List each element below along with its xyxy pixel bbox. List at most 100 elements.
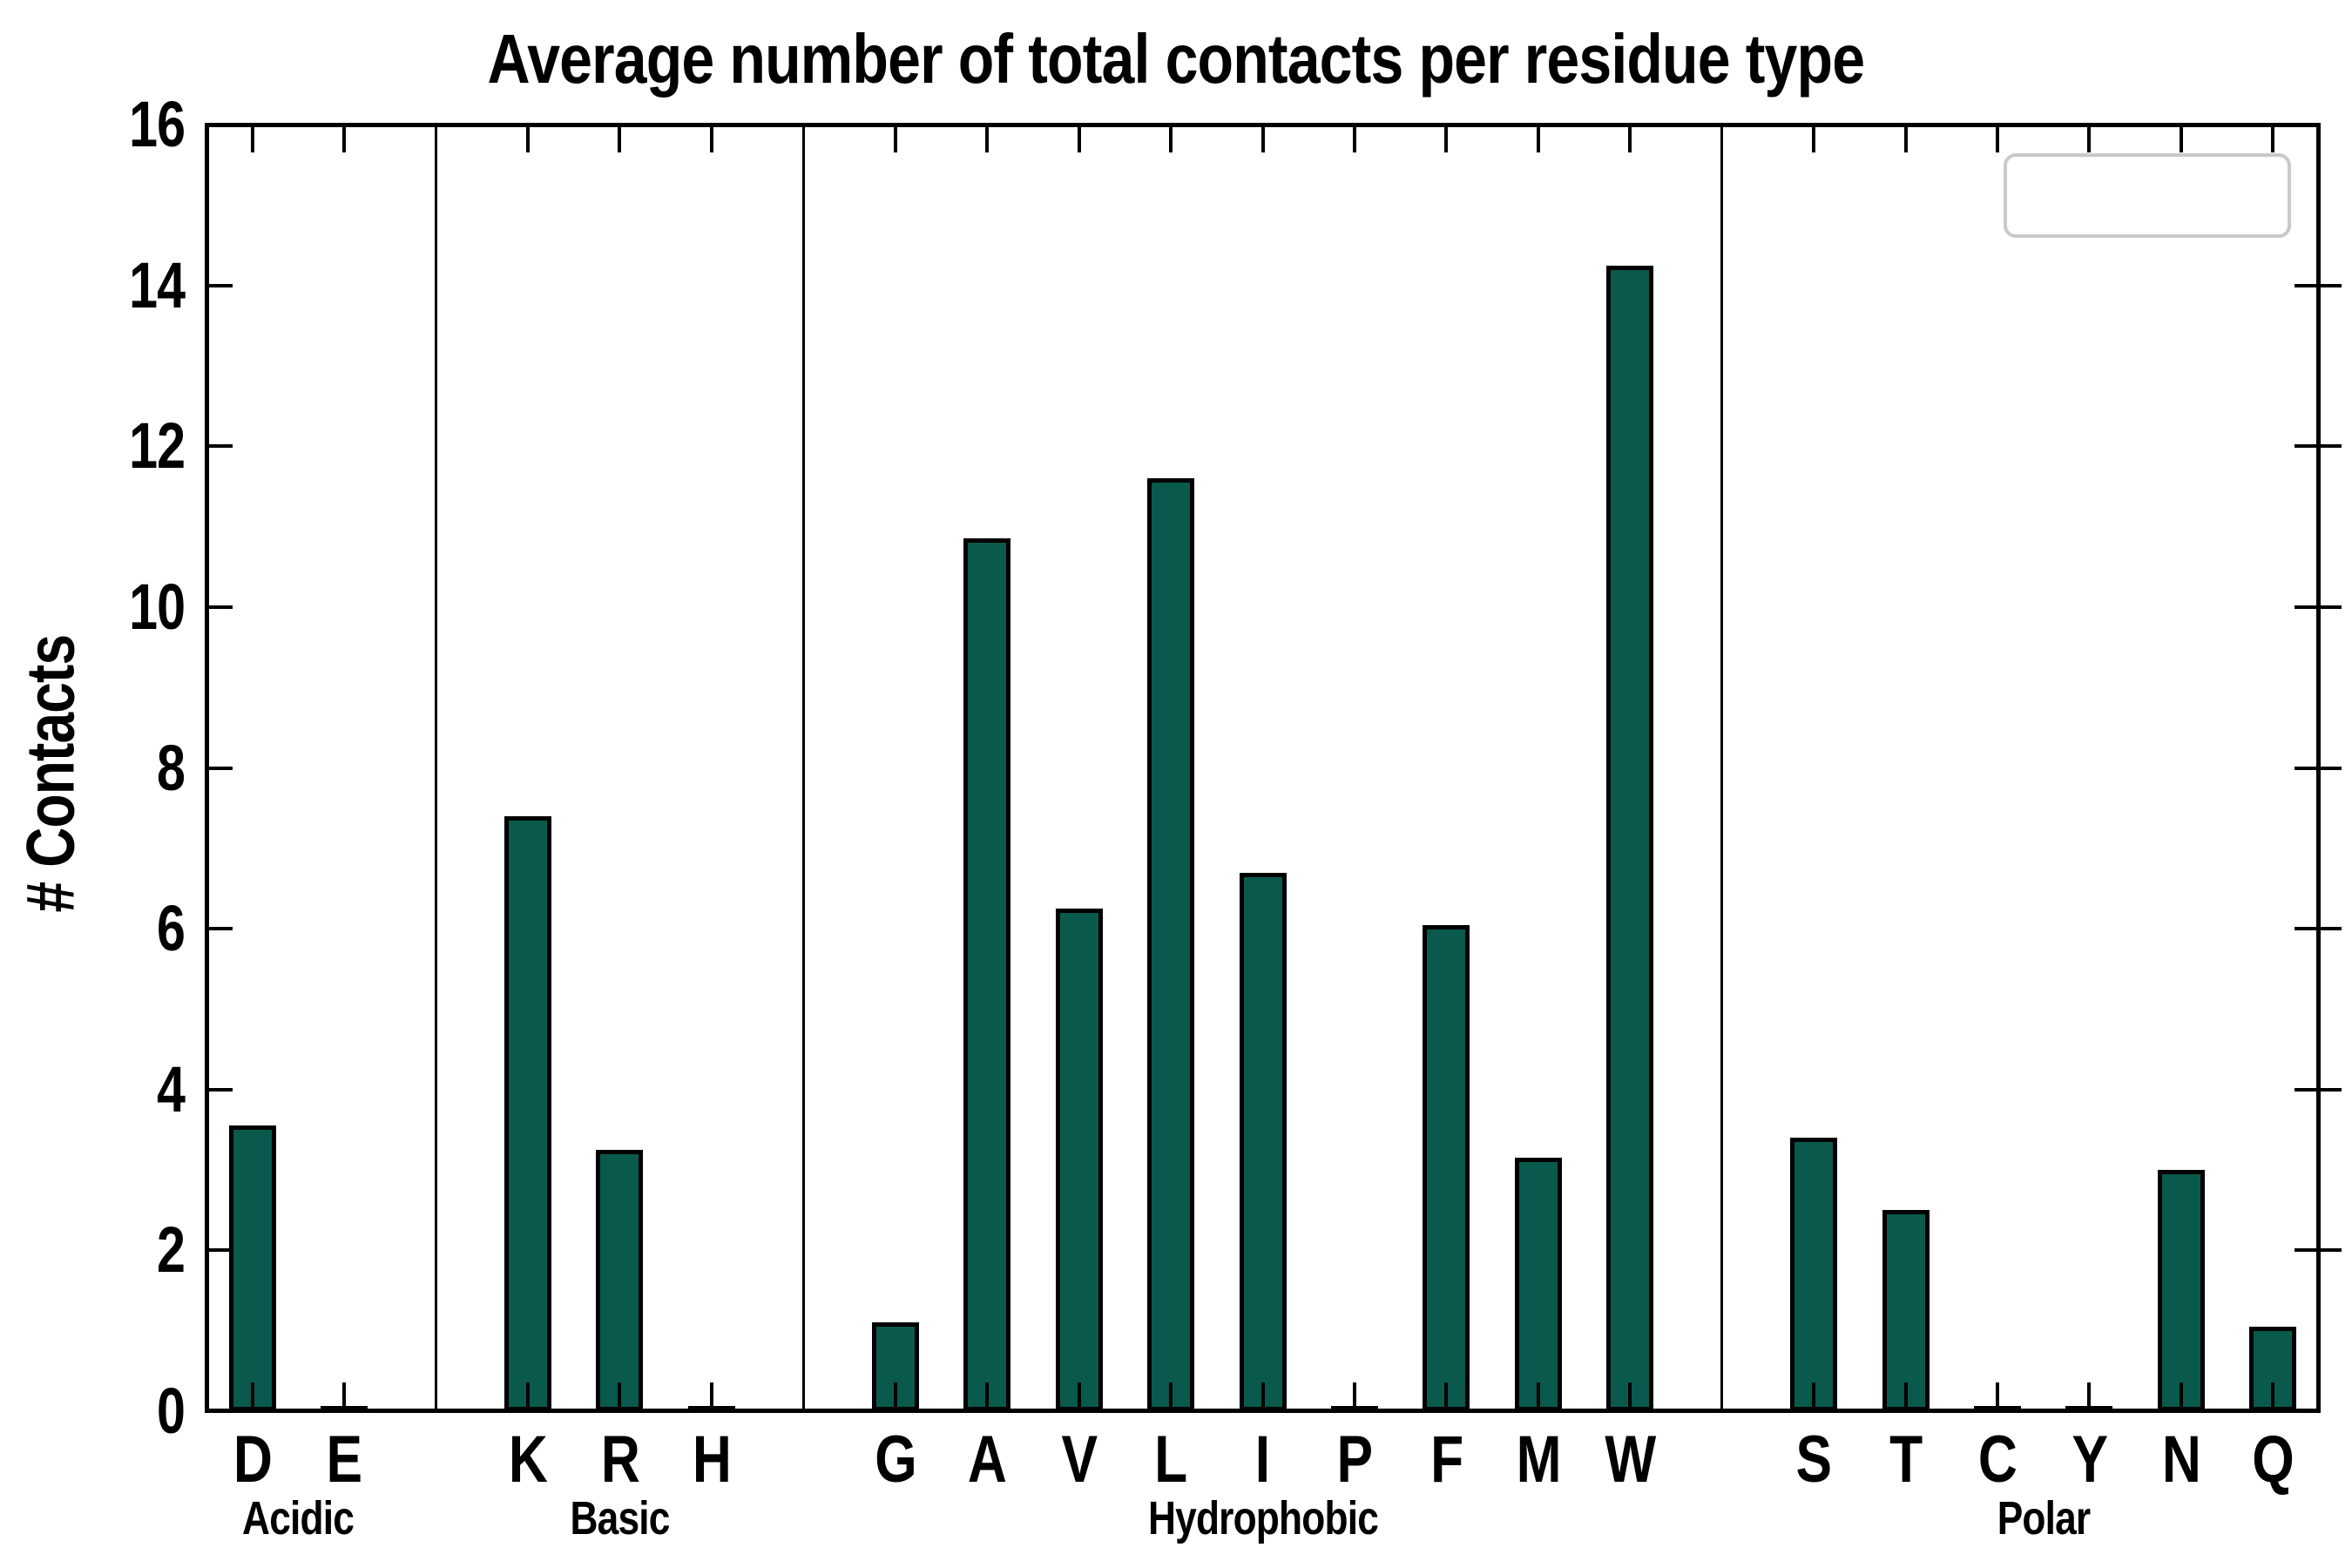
- xtick-top-N: [2179, 125, 2183, 152]
- ytick-label-text-2: 2: [156, 1213, 186, 1287]
- xtick-label-text-I: I: [1255, 1423, 1270, 1497]
- ytick-label-2: 2: [0, 1213, 186, 1287]
- ytick-right-6: [2295, 927, 2319, 931]
- xtick-label-E: E: [292, 1427, 396, 1493]
- xtick-label-text-V: V: [1061, 1423, 1098, 1497]
- xtick-top-G: [893, 125, 897, 152]
- xtick-top-R: [618, 125, 622, 152]
- xtick-label-A: A: [935, 1427, 1039, 1493]
- bar-L: [1147, 478, 1195, 1411]
- xtick-bottom-F: [1444, 1382, 1449, 1411]
- xtick-bottom-M: [1536, 1382, 1540, 1411]
- ytick-left-14: [206, 283, 233, 287]
- xtick-label-text-C: C: [1977, 1423, 2017, 1497]
- xtick-label-V: V: [1027, 1427, 1132, 1493]
- chart-title: Average number of total contacts per res…: [0, 19, 2352, 99]
- xtick-top-I: [1260, 125, 1265, 152]
- legend: POPC: [2004, 153, 2291, 238]
- xtick-bottom-D: [250, 1382, 254, 1411]
- xtick-bottom-W: [1628, 1382, 1632, 1411]
- xtick-label-L: L: [1119, 1427, 1223, 1493]
- xtick-label-text-H: H: [692, 1423, 732, 1497]
- xtick-label-P: P: [1302, 1427, 1407, 1493]
- xtick-top-Q: [2271, 125, 2275, 152]
- ytick-left-2: [206, 1248, 233, 1253]
- xtick-label-text-F: F: [1429, 1423, 1463, 1497]
- ytick-right-8: [2295, 766, 2319, 770]
- xtick-top-A: [985, 125, 990, 152]
- bar-W: [1606, 265, 1654, 1411]
- ytick-label-0: 0: [0, 1375, 186, 1447]
- xtick-top-H: [709, 125, 713, 152]
- ytick-left-8: [206, 766, 233, 770]
- xtick-label-F: F: [1394, 1427, 1498, 1493]
- xtick-label-text-G: G: [874, 1423, 916, 1497]
- ytick-left-4: [206, 1087, 233, 1092]
- ytick-label-text-16: 16: [128, 88, 186, 160]
- xtick-top-S: [1812, 125, 1816, 152]
- ytick-label-text-12: 12: [128, 409, 186, 483]
- ytick-right-12: [2295, 444, 2319, 449]
- bar-S: [1790, 1138, 1838, 1411]
- xtick-top-V: [1077, 125, 1081, 152]
- bar-V: [1055, 909, 1103, 1411]
- ytick-right-14: [2295, 283, 2319, 287]
- xtick-bottom-I: [1260, 1382, 1265, 1411]
- xtick-bottom-C: [1995, 1382, 1999, 1411]
- ytick-right-10: [2295, 605, 2319, 609]
- xtick-label-text-M: M: [1516, 1423, 1561, 1497]
- xtick-label-text-D: D: [233, 1423, 273, 1497]
- group-label-polar: Polar: [1869, 1495, 2218, 1542]
- xtick-label-text-K: K: [508, 1423, 548, 1497]
- ytick-label-text-6: 6: [156, 892, 186, 965]
- ytick-right-out-12: [2319, 444, 2342, 449]
- ytick-label-8: 8: [0, 735, 186, 801]
- group-label-text-basic: Basic: [570, 1492, 670, 1544]
- bar-N: [2157, 1170, 2205, 1411]
- ytick-right-out-14: [2319, 283, 2342, 287]
- xtick-bottom-P: [1352, 1382, 1356, 1411]
- xtick-label-text-L: L: [1154, 1423, 1187, 1497]
- ytick-label-6: 6: [0, 892, 186, 965]
- ytick-right-out-10: [2319, 605, 2342, 609]
- xtick-top-W: [1628, 125, 1632, 152]
- ytick-label-14: 14: [0, 253, 186, 318]
- xtick-label-R: R: [567, 1427, 672, 1493]
- xtick-bottom-H: [709, 1382, 713, 1411]
- bar-R: [596, 1149, 644, 1411]
- xtick-bottom-A: [985, 1382, 990, 1411]
- group-divider-3: [1720, 125, 1724, 1411]
- bar-D: [228, 1125, 276, 1411]
- bar-I: [1239, 872, 1287, 1411]
- xtick-top-T: [1903, 125, 1908, 152]
- ytick-label-16: 16: [0, 88, 186, 160]
- xtick-label-G: G: [843, 1427, 948, 1493]
- xtick-bottom-N: [2179, 1382, 2183, 1411]
- xtick-label-N: N: [2129, 1427, 2234, 1493]
- bar-M: [1514, 1158, 1562, 1411]
- xtick-bottom-Q: [2271, 1382, 2275, 1411]
- xtick-label-C: C: [1945, 1427, 2050, 1493]
- ytick-right-out-4: [2319, 1087, 2342, 1092]
- xtick-label-W: W: [1578, 1427, 1682, 1493]
- ytick-right-out-8: [2319, 766, 2342, 770]
- group-divider-2: [801, 125, 805, 1411]
- xtick-label-M: M: [1486, 1427, 1591, 1493]
- ytick-label-4: 4: [0, 1057, 186, 1122]
- xtick-bottom-R: [618, 1382, 622, 1411]
- ytick-left-6: [206, 927, 233, 931]
- ytick-label-10: 10: [0, 570, 186, 643]
- xtick-top-P: [1352, 125, 1356, 152]
- ytick-right-4: [2295, 1087, 2319, 1092]
- ytick-label-12: 12: [0, 409, 186, 483]
- ytick-right-out-6: [2319, 927, 2342, 931]
- ytick-label-text-0: 0: [156, 1375, 186, 1447]
- xtick-top-K: [526, 125, 531, 152]
- xtick-top-F: [1444, 125, 1449, 152]
- xtick-label-text-Y: Y: [2072, 1423, 2108, 1497]
- xtick-bottom-E: [342, 1382, 347, 1411]
- bar-F: [1423, 924, 1470, 1411]
- xtick-bottom-K: [526, 1382, 531, 1411]
- ytick-label-text-10: 10: [128, 570, 186, 643]
